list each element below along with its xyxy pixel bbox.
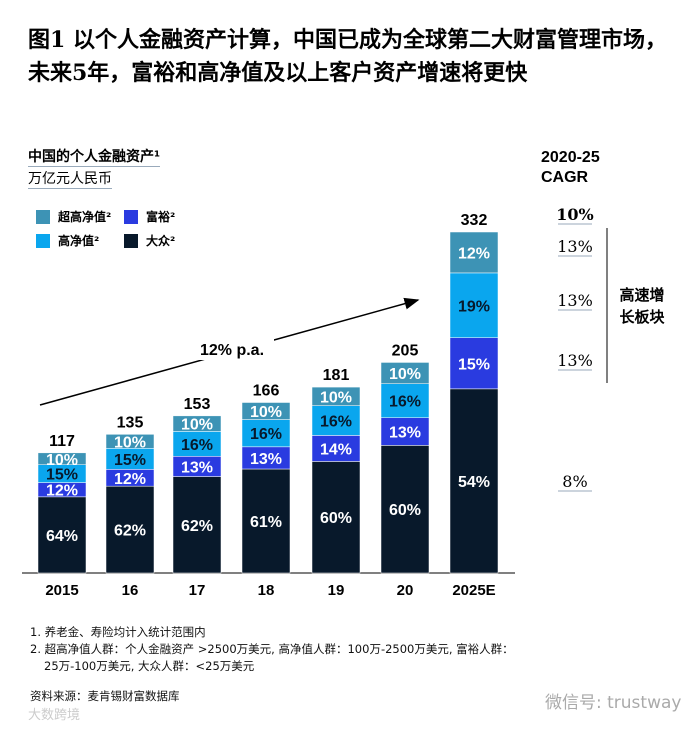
data-label: 15% [114,452,146,469]
legend-swatch [36,233,50,248]
cagr-label: CAGR [541,169,589,186]
bar-segment [311,435,361,462]
bar-segment [241,402,291,420]
bar-segment [241,419,291,448]
x-tick-label: 2015 [45,582,78,599]
bar-segment [380,362,430,384]
legend-swatch [124,233,138,248]
data-label: 10% [389,366,421,383]
bar-segment [380,445,430,574]
total-label: 332 [461,212,488,229]
x-tick-label: 19 [328,582,345,599]
data-label: 12% [458,245,490,262]
total-label: 135 [117,414,144,431]
x-tick-label: 20 [397,582,414,599]
growth-label-bg [190,338,274,360]
legend-label: 高净值² [58,234,100,248]
footnote-1: 1. 养老金、寿险均计入统计范围内 [30,625,206,639]
total-label: 117 [49,433,75,450]
x-tick-label: 17 [189,582,206,599]
bar-segment [380,417,430,446]
cagr-value: 13% [557,291,593,310]
bar-segment [449,272,499,338]
data-label: 15% [46,467,78,484]
cagr-value: 13% [557,351,593,370]
data-label: 10% [181,417,213,434]
data-label: 13% [250,451,282,468]
x-tick-label: 2025E [452,582,495,599]
unit-label: 万亿元人民币 [28,168,112,189]
data-label: 62% [114,523,146,540]
chart-subtitle: 中国的个人金融资产¹ [28,146,161,167]
legend-label: 大众² [146,234,176,248]
bar-segment [380,383,430,418]
legend-swatch [124,209,138,224]
watermark-logo: 大数跨境 [28,708,81,723]
data-label: 64% [46,528,78,545]
legend-mass: 大众² [124,232,175,249]
bar-segment [172,476,222,574]
data-label: 12% [46,483,78,500]
figure-title: 图1 以个人金融资产计算，中国已成为全球第二大财富管理市场，未来5年，富裕和高净… [28,27,667,86]
footnote-2: 2. 超高净值人群：个人金融资产 >2500万美元, 高净值人群：100万-25… [30,642,514,656]
cagr-value: 10% [556,205,593,224]
cagr-value: 13% [557,237,593,256]
data-label: 13% [181,459,213,476]
data-label: 10% [114,434,146,451]
data-label: 12% [114,471,146,488]
bar-segment [105,485,155,574]
total-label: 166 [253,383,280,400]
cagr-period: 2020-25 [541,149,600,166]
bar-segment [37,496,87,574]
total-label: 153 [184,396,211,413]
x-tick-label: 18 [258,582,275,599]
total-label: 181 [323,367,350,384]
growth-label: 12% p.a. [200,342,264,359]
bar-segment [449,231,499,274]
bracket-label: 长板块 [619,308,665,326]
data-label: 16% [389,394,421,411]
bar-segment [241,468,291,574]
bar-segment [449,337,499,390]
bar-segment [311,461,361,574]
data-label: 16% [320,414,352,431]
cagr-value: 8% [562,472,587,491]
source-note: 资料来源：麦肯锡财富数据库 [30,689,180,703]
footnote-2-cont: 25万-100万美元, 大众人群：<25万美元 [44,659,255,673]
legend-swatch [36,209,50,224]
data-label: 60% [389,502,421,519]
data-label: 61% [250,514,282,531]
bar-segment [449,388,499,574]
data-label: 16% [181,437,213,454]
legend-label: 超高净值² [58,210,112,224]
data-label: 60% [320,510,352,527]
bar-segment [172,415,222,432]
watermark-wechat: 微信号: trustway [545,693,682,713]
bracket-label: 高速增 [619,286,664,304]
bar-segment [105,434,155,449]
data-label: 13% [389,425,421,442]
total-label: 205 [392,342,419,359]
data-label: 62% [181,518,213,535]
data-label: 16% [250,426,282,443]
legend-label: 富裕² [146,210,176,224]
cagr-header: 2020-25 CAGR [541,148,600,188]
legend-affluent: 富裕² [124,208,175,225]
data-label: 15% [458,356,490,373]
data-label: 19% [458,298,490,315]
data-label: 10% [46,452,78,469]
data-label: 54% [458,474,490,491]
legend-hnw: 高净值² [36,232,99,249]
x-tick-label: 16 [122,582,139,599]
bar-segment [37,452,87,465]
data-label: 10% [320,389,352,406]
data-label: 14% [320,441,352,458]
bar-segment [311,386,361,406]
data-label: 10% [250,404,282,421]
legend-uhnw: 超高净值² [36,208,111,225]
